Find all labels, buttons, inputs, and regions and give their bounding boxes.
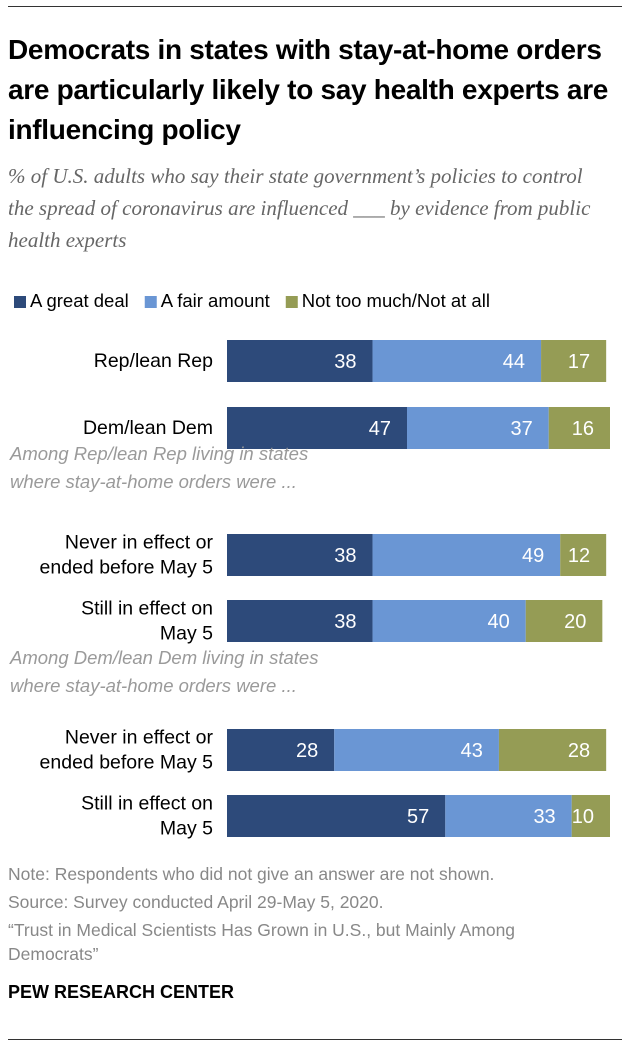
group-header-line: where stay-at-home orders were ... [10,471,297,492]
bar-segment-fair-amount [372,340,542,382]
legend-label-great-deal: A great deal [30,290,129,311]
bar-value-great-deal: 57 [407,806,429,828]
row-label: May 5 [160,623,213,645]
group-header-line: Among Rep/lean Rep living in states [9,443,308,464]
row-label: ended before May 5 [40,752,214,774]
bar-segment-fair-amount [407,407,549,449]
row-label: Still in effect on [81,793,213,815]
bar-segment-fair-amount [334,729,499,771]
bar-segment-fair-amount [445,795,572,837]
bar-segment-not-too-much [541,340,607,382]
bar-segment-not-too-much [548,407,610,449]
stacked-bar-chart: A great deal A fair amount Not too much/No… [9,290,610,840]
bottom-rule [8,1039,622,1040]
bar-value-fair-amount: 33 [533,806,555,828]
top-rule [8,6,622,7]
bar-value-fair-amount: 37 [510,418,532,440]
bar-value-great-deal: 38 [334,351,356,373]
bar-segment-great-deal [227,340,373,382]
bar-value-great-deal: 28 [296,740,318,762]
bar-value-not-too-much: 20 [564,611,586,633]
pew-logo: PEW RESEARCH CENTER [8,982,235,1002]
row-label: Dem/lean Dem [83,417,213,439]
bar-value-fair-amount: 40 [487,611,509,633]
row-label: Never in effect or [65,532,214,554]
bar-value-fair-amount: 49 [522,545,544,567]
bar-segment-not-too-much [525,600,603,642]
bar-segment-not-too-much [571,795,610,837]
bar-segment-great-deal [227,407,408,449]
note-text: Note: Respondents who did not give an an… [8,864,495,884]
row-label: May 5 [160,818,213,840]
row-label: Never in effect or [65,727,214,749]
bar-segment-fair-amount [372,600,526,642]
chart-subtitle: % of U.S. adults who say their state gov… [8,164,591,252]
row-label: Still in effect on [81,598,213,620]
bar-segment-great-deal [227,600,373,642]
row-label: Rep/lean Rep [94,350,213,372]
bar-value-great-deal: 47 [369,418,391,440]
bar-value-fair-amount: 43 [461,740,483,762]
bar-segment-great-deal [227,795,446,837]
bar-value-not-too-much: 28 [568,740,590,762]
legend-label-not-too-much: Not too much/Not at all [302,290,490,311]
bar-value-not-too-much: 16 [572,418,594,440]
bar-value-not-too-much: 12 [568,545,590,567]
legend-swatch-great-deal [14,296,26,308]
bar-value-great-deal: 38 [334,545,356,567]
group-header-line: where stay-at-home orders were ... [10,675,297,696]
legend-label-fair-amount: A fair amount [161,290,270,311]
legend-swatch-fair-amount [144,296,157,308]
source-text: Source: Survey conducted April 29-May 5,… [8,892,384,912]
report-title-text: “Trust in Medical Scientists Has Grown i… [8,920,516,964]
row-label: ended before May 5 [40,557,214,579]
legend-swatch-not-too-much [285,296,298,308]
bar-segment-not-too-much [560,534,607,576]
bar-segment-fair-amount [372,534,561,576]
bar-value-not-too-much: 10 [572,806,594,828]
bar-segment-not-too-much [498,729,607,771]
chart-title: Democrats in states with stay-at-home or… [8,34,609,145]
bar-segment-great-deal [227,534,373,576]
group-header-line: Among Dem/lean Dem living in states [9,647,318,668]
bar-segment-great-deal [227,729,335,771]
bar-value-not-too-much: 17 [568,351,590,373]
bar-value-great-deal: 38 [334,611,356,633]
bar-value-fair-amount: 44 [503,351,525,373]
